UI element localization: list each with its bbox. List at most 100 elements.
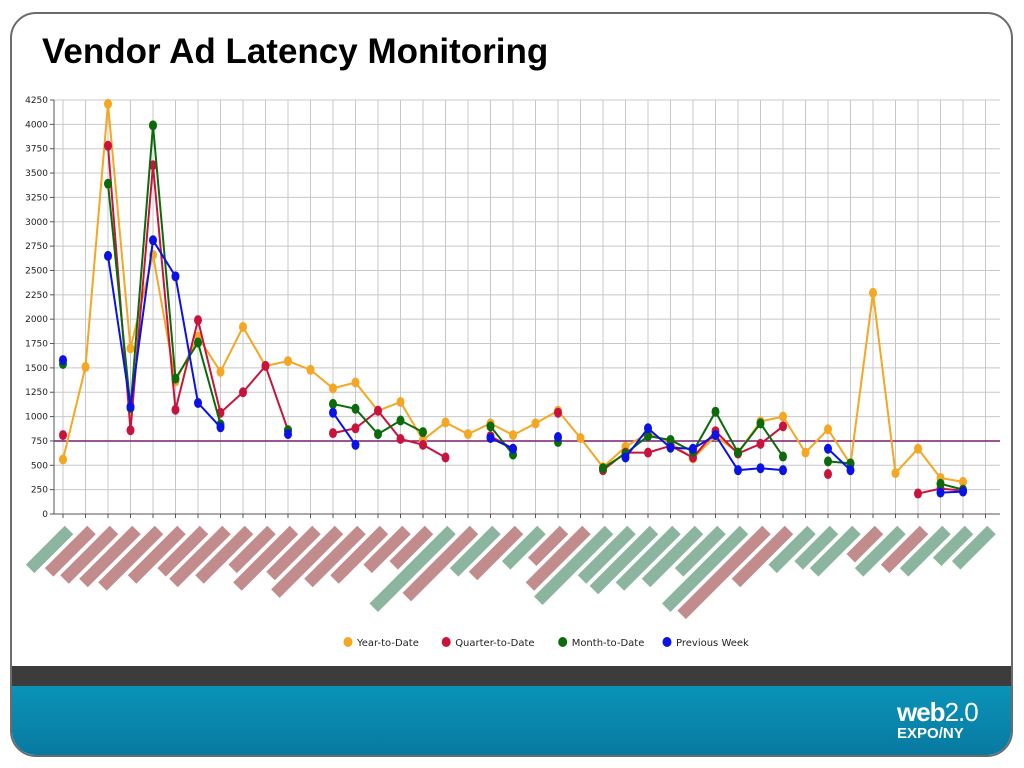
logo-event-city: NY <box>942 725 964 742</box>
x-category-label <box>468 525 524 581</box>
previous-week-point <box>351 439 360 450</box>
y-tick-label: 0 <box>42 510 48 520</box>
month-to-date-point <box>329 398 337 409</box>
y-tick-label: 4000 <box>25 120 48 130</box>
previous-week-point <box>486 433 495 444</box>
previous-week-series-line <box>490 437 514 450</box>
x-category-label-bar <box>402 525 479 602</box>
x-category-label-bar <box>60 525 119 584</box>
year-to-date-legend-marker <box>343 637 353 647</box>
y-tick-label: 3000 <box>25 218 48 228</box>
x-category-label <box>525 525 591 591</box>
quarter-to-date-point <box>756 438 765 449</box>
x-category-label <box>534 525 614 605</box>
x-category-label-bar <box>577 525 636 584</box>
year-to-date-point <box>824 424 832 435</box>
quarter-to-date-point <box>59 430 67 441</box>
quarter-to-date-point <box>351 423 360 434</box>
x-category-label <box>661 525 749 613</box>
quarter-to-date-point <box>194 315 202 326</box>
x-category-label <box>846 525 884 563</box>
x-category-label-bar <box>846 525 884 563</box>
month-to-date-point <box>419 427 427 438</box>
previous-week-point <box>846 465 855 476</box>
x-category-label-bar <box>768 525 816 574</box>
month-to-date-point <box>779 451 787 462</box>
quarter-to-date-point <box>171 404 180 415</box>
year-to-date-point <box>59 454 67 465</box>
x-category-label-bar <box>271 525 344 598</box>
x-category-label <box>674 525 726 577</box>
logo-version: 2.0 <box>944 697 979 727</box>
previous-week-point <box>644 423 652 434</box>
previous-week-point <box>194 397 202 408</box>
x-category-label <box>854 525 906 577</box>
quarter-to-date-legend-marker <box>441 637 451 647</box>
x-category-label <box>157 525 209 577</box>
y-tick-label: 2750 <box>25 242 48 252</box>
x-category-label-bar <box>677 525 771 620</box>
year-to-date-point <box>531 418 540 429</box>
x-category-label <box>389 525 434 570</box>
month-to-date-point <box>734 447 742 458</box>
year-to-date-legend-label: Year-to-Date <box>356 638 419 649</box>
year-to-date-point <box>81 361 90 372</box>
quarter-to-date-point <box>554 407 562 418</box>
year-to-date-point <box>891 468 900 479</box>
x-category-label-bar <box>899 525 951 577</box>
x-category-label-bar <box>363 525 411 574</box>
quarter-to-date-series-line <box>332 409 446 459</box>
x-category-label <box>60 525 119 584</box>
x-category-label <box>266 525 321 581</box>
previous-week-legend-marker <box>662 637 672 647</box>
x-category-label-bar <box>127 525 186 584</box>
month-to-date-point <box>824 456 832 467</box>
previous-week-point <box>509 443 517 454</box>
slide-title: Vendor Ad Latency Monitoring <box>42 32 549 71</box>
year-to-date-point <box>441 417 450 428</box>
x-category-label-bar <box>157 525 209 577</box>
slide-frame: Vendor Ad Latency Monitoring 0 250 500 750 1… <box>10 12 1013 757</box>
web20-expo-logo: web2.0 EXPO/NY <box>897 697 979 748</box>
quarter-to-date-point <box>104 140 112 151</box>
month-to-date-legend-label: Month-to-Date <box>572 638 645 649</box>
x-category-label <box>527 525 569 567</box>
x-category-label-bar <box>932 525 974 567</box>
x-category-label <box>304 525 366 588</box>
previous-week-point <box>689 443 697 454</box>
quarter-to-date-point <box>374 405 382 416</box>
year-to-date-point <box>779 411 787 422</box>
quarter-to-date-point <box>126 425 135 436</box>
y-tick-label: 500 <box>31 461 48 471</box>
quarter-to-date-point <box>419 439 427 450</box>
x-category-label-bar <box>880 525 929 574</box>
x-category-label-bar <box>98 525 164 591</box>
y-tick-label: 4250 <box>25 96 48 106</box>
year-to-date-point <box>126 343 135 354</box>
year-to-date-point <box>216 366 225 377</box>
y-tick-label: 2250 <box>25 291 48 301</box>
x-category-label <box>449 525 501 577</box>
x-category-label <box>589 525 659 595</box>
quarter-to-date-point <box>914 488 922 499</box>
x-category-label <box>577 525 636 584</box>
previous-week-point <box>59 355 67 366</box>
previous-week-point <box>779 465 787 476</box>
x-category-label <box>44 525 96 577</box>
x-category-label-bar <box>25 525 74 574</box>
previous-week-point <box>104 250 112 261</box>
y-tick-label: 750 <box>31 437 48 447</box>
y-tick-label: 1500 <box>25 364 48 374</box>
x-category-label-bar <box>468 525 524 581</box>
previous-week-point <box>554 432 562 443</box>
x-category-label <box>233 525 299 591</box>
y-tick-label: 3750 <box>25 145 48 155</box>
y-tick-label: 2000 <box>25 315 48 325</box>
quarter-to-date-point <box>239 387 247 398</box>
x-category-label <box>127 525 186 584</box>
previous-week-point <box>149 235 157 246</box>
x-category-label <box>79 525 141 588</box>
logo-event: EXPO/NY <box>897 725 964 742</box>
x-category-label-bar <box>369 525 456 613</box>
previous-week-series-line <box>827 448 852 471</box>
